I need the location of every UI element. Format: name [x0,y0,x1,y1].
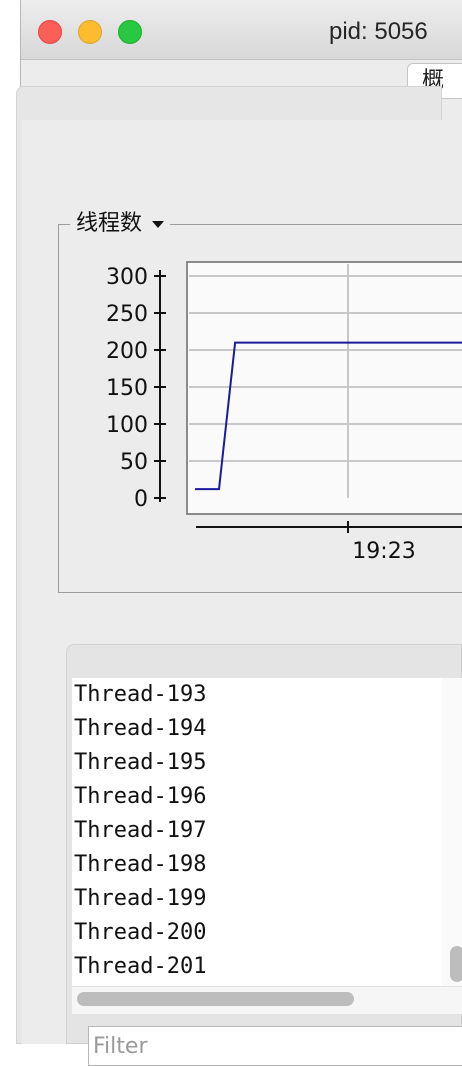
thread-list-item[interactable]: Thread-193 [74,682,207,707]
chevron-down-icon [152,220,165,228]
horizontal-scrollbar-thumb[interactable] [77,992,354,1006]
y-tick-label: 300 [106,265,148,290]
thread-list-item[interactable]: Thread-200 [74,920,207,945]
thread-list-item[interactable]: Thread-196 [74,784,207,809]
y-tick-label: 100 [106,413,148,438]
y-tick-label: 200 [106,339,148,364]
thread-list-item[interactable]: Thread-198 [74,852,207,877]
y-axis: 300 250 200 150 100 50 0 [106,265,166,512]
thread-count-chart: 300 250 200 150 100 50 0 19:23 [106,261,462,564]
close-window-button[interactable] [38,20,62,44]
x-tick-label: 19:23 [352,539,415,564]
thread-list-item[interactable]: Thread-197 [74,818,207,843]
filter-input[interactable] [88,1026,462,1066]
thread-list-item[interactable]: Thread-195 [74,750,207,775]
threads-group-selector[interactable]: 线程数 [70,209,171,239]
y-tick-label: 0 [134,487,148,512]
chart-grid [189,264,462,498]
thread-list-item[interactable]: Thread-201 [74,954,207,979]
thread-count-series-line [195,341,462,491]
chart-series [195,341,462,491]
thread-list-vertical-scrollbar[interactable] [442,678,462,986]
title-bar[interactable] [21,0,462,60]
window-title: pid: 5056 [329,18,428,45]
vertical-scrollbar-thumb[interactable] [450,946,462,982]
y-tick-label: 150 [106,376,148,401]
zoom-window-button[interactable] [118,20,142,44]
threads-group-title: 线程数 [76,211,143,236]
thread-list-item[interactable]: Thread-194 [74,716,207,741]
x-axis: 19:23 [196,521,462,564]
y-tick-label: 50 [120,450,148,475]
thread-list[interactable]: Thread-193 Thread-194 Thread-195 Thread-196… [72,678,443,986]
minimize-window-button[interactable] [78,20,102,44]
threads-groupbox [58,224,462,593]
y-tick-label: 250 [106,302,148,327]
thread-list-item[interactable]: Thread-199 [74,886,207,911]
